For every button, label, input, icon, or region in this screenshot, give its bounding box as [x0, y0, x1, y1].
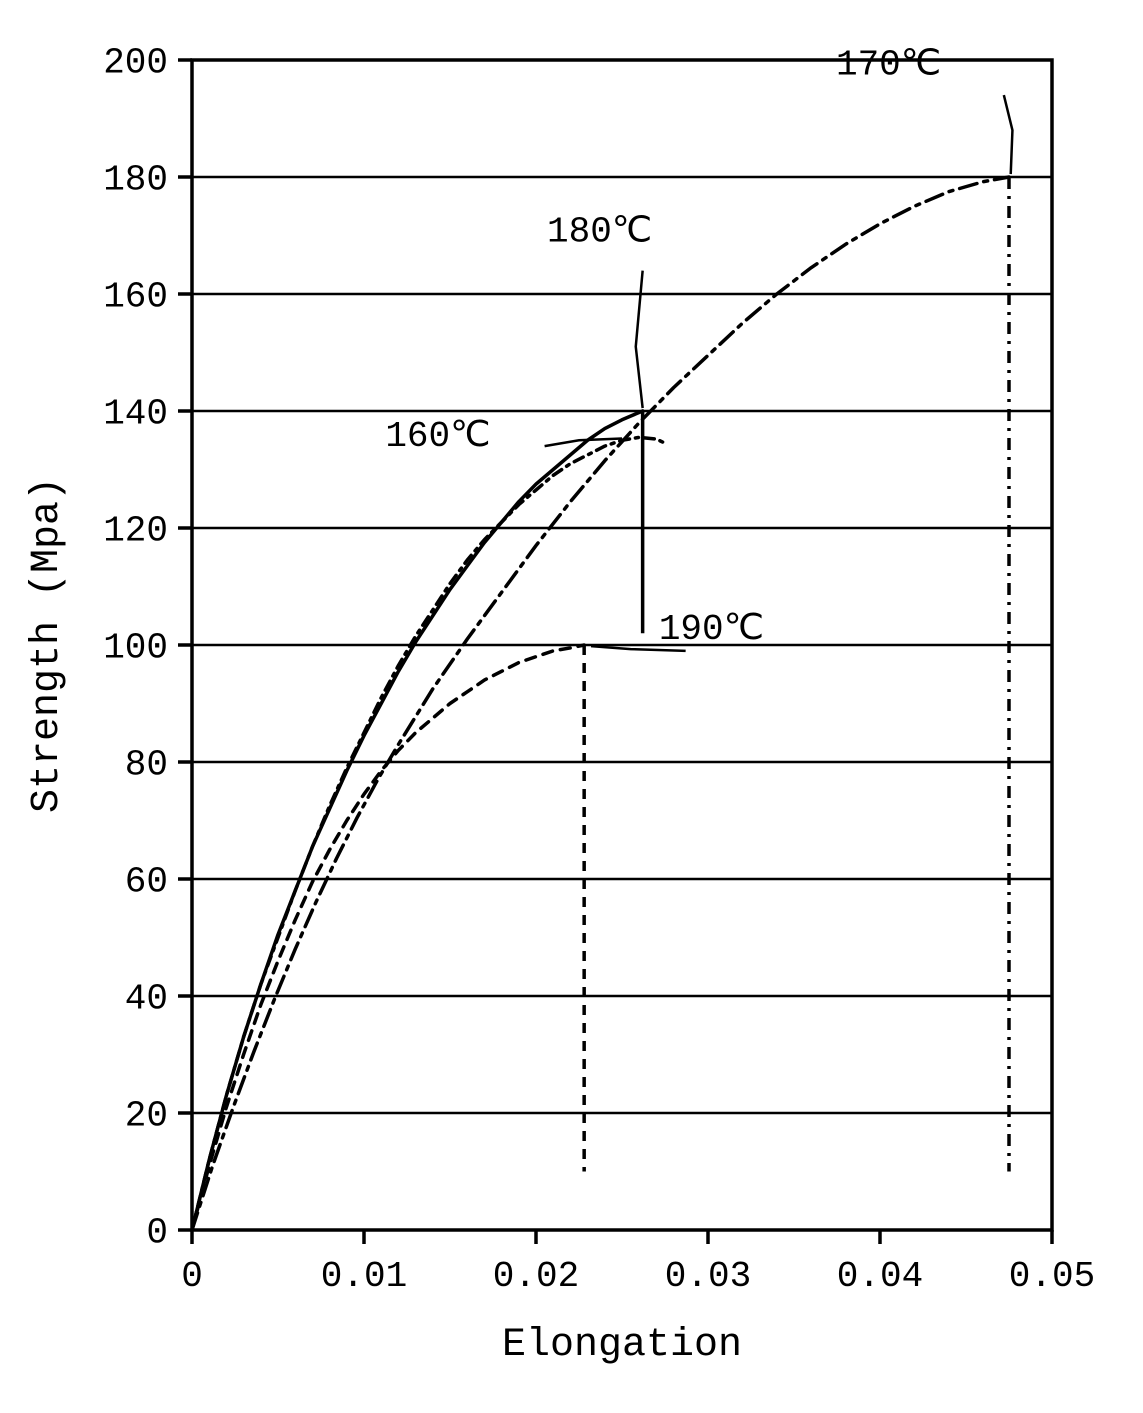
x-tick-label: 0.03: [665, 1256, 751, 1297]
y-tick-label: 80: [125, 745, 168, 786]
x-tick-label: 0: [181, 1256, 203, 1297]
y-tick-label: 120: [103, 511, 168, 552]
y-axis-label: Strength (Mpa): [25, 477, 70, 813]
y-tick-label: 20: [125, 1096, 168, 1137]
strength-elongation-chart: 0 20 40 60 80 100 120 140 160 180 200 0 0.01 0.02 0.03…: [0, 0, 1143, 1413]
y-tick-label: 180: [103, 160, 168, 201]
y-tick-label: 100: [103, 628, 168, 669]
y-tick-label: 140: [103, 394, 168, 435]
x-axis-label: Elongation: [502, 1323, 742, 1368]
series-label-180°C: 180℃: [547, 211, 652, 252]
y-tick-label: 160: [103, 277, 168, 318]
x-tick-label: 0.04: [837, 1256, 923, 1297]
x-tick-label: 0.02: [493, 1256, 579, 1297]
chart-container: { "chart": { "type": "line", "width": 11…: [0, 0, 1143, 1413]
series-label-190°C: 190℃: [659, 609, 764, 650]
x-tick-label: 0.05: [1009, 1256, 1095, 1297]
y-tick-label: 0: [146, 1213, 168, 1254]
series-label-160°C: 160℃: [385, 416, 490, 457]
series-label-170°C: 170℃: [836, 45, 941, 86]
y-tick-label: 60: [125, 862, 168, 903]
y-tick-label: 40: [125, 979, 168, 1020]
y-tick-label: 200: [103, 43, 168, 84]
x-tick-label: 0.01: [321, 1256, 407, 1297]
